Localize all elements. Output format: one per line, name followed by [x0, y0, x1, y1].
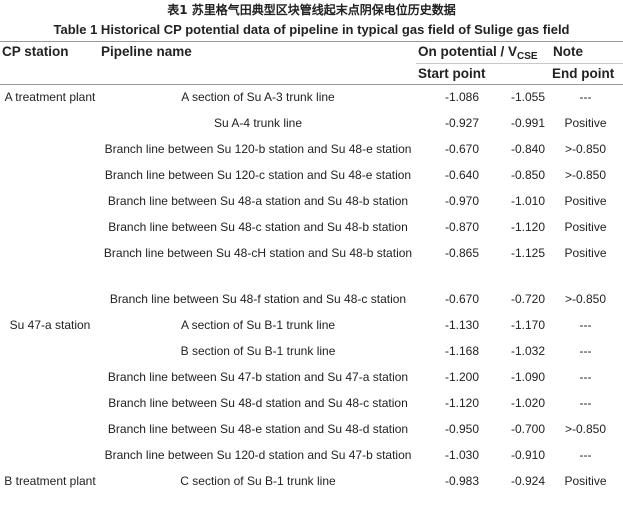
header-bottom-rule: [0, 84, 623, 85]
cell-end-point: -1.010: [510, 194, 545, 208]
cell-start-point: -1.130: [444, 318, 479, 332]
table-title-cn: 表1 苏里格气田典型区块管线起末点阴保电位历史数据: [167, 3, 456, 17]
cell-end-point: -1.120: [510, 220, 545, 234]
cell-pipeline-name: Branch line between Su 120-b station and…: [104, 142, 412, 156]
cell-pipeline-name: Branch line between Su 48-d station and …: [108, 396, 408, 410]
cell-cp-station: B treatment plant: [4, 474, 96, 488]
cell-note: Positive: [564, 246, 607, 260]
cell-start-point: -0.670: [444, 292, 479, 306]
cell-pipeline-name: Branch line between Su 48-e station and …: [107, 422, 409, 436]
cell-note: ---: [579, 318, 592, 332]
cell-note: >-0.850: [564, 292, 607, 306]
cell-start-point: -0.870: [444, 220, 479, 234]
cell-pipeline-name: C section of Su B-1 trunk line: [180, 474, 336, 488]
cell-start-point: -0.983: [444, 474, 479, 488]
header-subrule: [416, 63, 623, 64]
table-title-en: Table 1 Historical CP potential data of …: [53, 22, 570, 37]
cell-end-point: -0.720: [510, 292, 545, 306]
cell-pipeline-name: Branch line between Su 48-f station and …: [109, 292, 407, 306]
cell-pipeline-name: Branch line between Su 120-d station and…: [104, 448, 412, 462]
cell-end-point: -1.090: [510, 370, 545, 384]
header-note: Note: [553, 44, 583, 59]
cell-pipeline-name: B section of Su B-1 trunk line: [180, 344, 336, 358]
cell-end-point: -0.991: [510, 116, 545, 130]
cell-pipeline-name: Branch line between Su 48-cH station and…: [103, 246, 413, 260]
cell-note: >-0.850: [564, 142, 607, 156]
cell-start-point: -0.640: [444, 168, 479, 182]
cell-pipeline-name: Branch line between Su 48-a station and …: [107, 194, 409, 208]
header-cp-station: CP station: [2, 44, 69, 59]
cell-end-point: -1.055: [510, 90, 545, 104]
cell-note: ---: [579, 396, 592, 410]
cell-pipeline-name: Su A-4 trunk line: [213, 116, 303, 130]
cell-note: >-0.850: [564, 168, 607, 182]
cell-pipeline-name: Branch line between Su 48-c station and …: [108, 220, 408, 234]
cell-pipeline-name: Branch line between Su 47-b station and …: [107, 370, 409, 384]
cell-note: Positive: [564, 116, 607, 130]
cell-start-point: -1.200: [444, 370, 479, 384]
cell-end-point: -0.700: [510, 422, 545, 436]
cell-start-point: -1.168: [444, 344, 479, 358]
header-on-potential-sub: CSE: [517, 51, 538, 62]
cell-note: ---: [579, 90, 592, 104]
header-on-potential: On potential / VCSE: [418, 44, 538, 65]
cell-note: Positive: [564, 220, 607, 234]
cell-end-point: -1.170: [510, 318, 545, 332]
cell-start-point: -1.086: [444, 90, 479, 104]
cell-pipeline-name: Branch line between Su 120-c station and…: [104, 168, 412, 182]
cell-end-point: -1.032: [510, 344, 545, 358]
cell-end-point: -0.850: [510, 168, 545, 182]
header-start-point: Start point: [418, 66, 486, 81]
cell-cp-station: Su 47-a station: [9, 318, 91, 332]
cell-note: >-0.850: [564, 422, 607, 436]
cell-pipeline-name: A section of Su A-3 trunk line: [181, 90, 335, 104]
header-on-potential-text: On potential / V: [418, 44, 518, 59]
cell-end-point: -1.125: [510, 246, 545, 260]
cell-note: Positive: [564, 194, 607, 208]
cell-start-point: -0.970: [444, 194, 479, 208]
cell-end-point: -0.924: [510, 474, 545, 488]
cell-start-point: -0.950: [444, 422, 479, 436]
cell-start-point: -0.670: [444, 142, 479, 156]
header-end-point: End point: [552, 66, 615, 81]
cell-end-point: -0.910: [510, 448, 545, 462]
header-pipeline-name: Pipeline name: [101, 44, 192, 59]
top-rule: [0, 41, 623, 42]
cell-pipeline-name: A section of Su B-1 trunk line: [180, 318, 336, 332]
cell-cp-station: A treatment plant: [4, 90, 96, 104]
cell-start-point: -1.030: [444, 448, 479, 462]
cell-note: Positive: [564, 474, 607, 488]
cell-note: ---: [579, 448, 592, 462]
cell-end-point: -0.840: [510, 142, 545, 156]
cell-start-point: -1.120: [444, 396, 479, 410]
cell-start-point: -0.927: [444, 116, 479, 130]
cell-start-point: -0.865: [444, 246, 479, 260]
cell-end-point: -1.020: [510, 396, 545, 410]
cell-note: ---: [579, 370, 592, 384]
cell-note: ---: [579, 344, 592, 358]
